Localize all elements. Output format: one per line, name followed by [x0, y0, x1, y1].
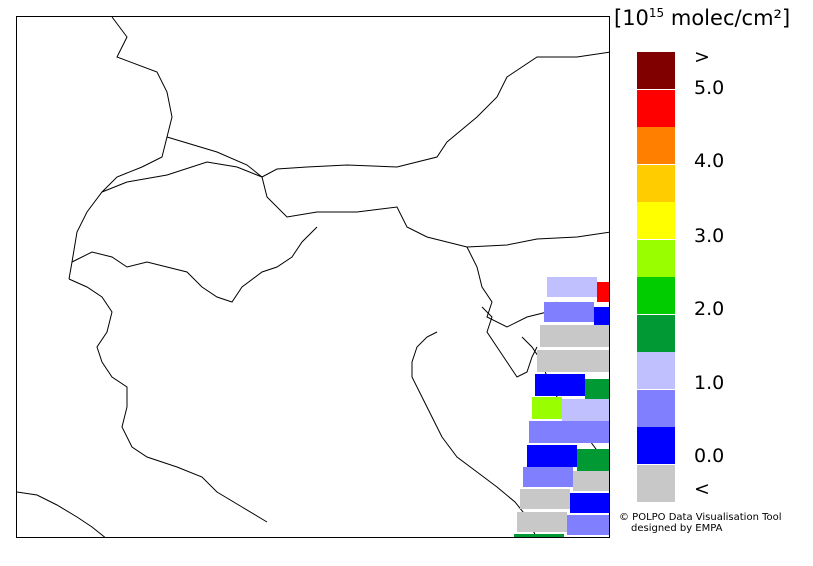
legend-tick-label: 1.0 [694, 372, 725, 394]
credit-line-1: © POLPO Data Visualisation Tool [619, 512, 782, 523]
legend-swatch [637, 239, 675, 277]
credit-text: © POLPO Data Visualisation Tool designed… [619, 512, 782, 534]
swath-pixel [594, 307, 609, 327]
swath-pixel [523, 467, 573, 487]
legend-tick-label: < [694, 478, 710, 500]
coastline-istria [481, 306, 538, 378]
legend-tick-label: > [694, 46, 710, 68]
legend-swatch [637, 427, 675, 464]
swath-pixel [527, 445, 577, 467]
legend-swatch [637, 127, 675, 164]
swath-pixel [577, 449, 609, 471]
swath-pixel [585, 379, 609, 399]
swath-pixel [540, 325, 609, 347]
legend-swatch [637, 464, 675, 502]
swath-pixel [562, 399, 609, 421]
legend-swatch [637, 314, 675, 352]
swath-pixel [532, 397, 562, 419]
legend-tick-label: 3.0 [694, 225, 725, 247]
country-borders [17, 17, 609, 537]
legend-swatch [637, 52, 675, 89]
border-germany-north [166, 51, 609, 178]
border-austria-switzerland [101, 161, 609, 248]
credit-line-2: designed by EMPA [631, 523, 723, 534]
coastline-ligurian [17, 491, 106, 537]
legend-tick-label: 2.0 [694, 298, 725, 320]
legend-swatch [637, 389, 675, 427]
legend-tick-label: 0.0 [694, 445, 725, 467]
legend-swatch [637, 164, 675, 202]
swath-pixel [520, 489, 570, 509]
swath-pixel [573, 471, 609, 491]
border-italy-west [68, 278, 268, 523]
unit-label: [1015 molec/cm²] [614, 6, 791, 30]
swath-pixel [517, 512, 567, 532]
swath-pixel [535, 374, 585, 396]
legend-swatch [637, 89, 675, 127]
border-france-germany [68, 17, 173, 280]
border-switzerland-italy [71, 226, 318, 303]
coastline-adriatic [411, 331, 537, 537]
legend-swatch [637, 352, 675, 389]
legend-tick-label: 5.0 [694, 77, 725, 99]
swath-pixel [514, 534, 564, 537]
swath-pixel [547, 277, 597, 297]
map-panel[interactable] [16, 16, 610, 538]
swath-pixel [544, 302, 594, 322]
satellite-swath [514, 277, 609, 537]
legend-swatch [637, 202, 675, 239]
legend-tick-label: 4.0 [694, 150, 725, 172]
swath-pixel [570, 493, 609, 513]
swath-pixel [567, 515, 609, 535]
swath-pixel [537, 350, 609, 372]
border-italy-slovenia [466, 246, 558, 328]
swath-pixel [597, 282, 609, 302]
map-canvas [17, 17, 609, 537]
legend-swatch [637, 277, 675, 314]
swath-pixel [529, 421, 609, 443]
